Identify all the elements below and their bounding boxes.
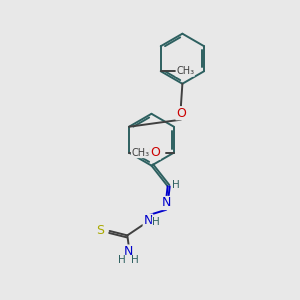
Text: CH₃: CH₃ <box>176 66 194 76</box>
Text: O: O <box>176 107 186 120</box>
Text: H: H <box>172 180 180 190</box>
Text: H: H <box>152 217 160 227</box>
Text: N: N <box>124 245 134 258</box>
Text: N: N <box>143 214 153 227</box>
Text: N: N <box>161 196 171 209</box>
Text: S: S <box>96 224 104 238</box>
Text: CH₃: CH₃ <box>131 148 149 158</box>
Text: O: O <box>151 146 160 159</box>
Text: H: H <box>131 255 139 266</box>
Text: H: H <box>118 255 126 266</box>
Text: Br: Br <box>144 148 157 158</box>
